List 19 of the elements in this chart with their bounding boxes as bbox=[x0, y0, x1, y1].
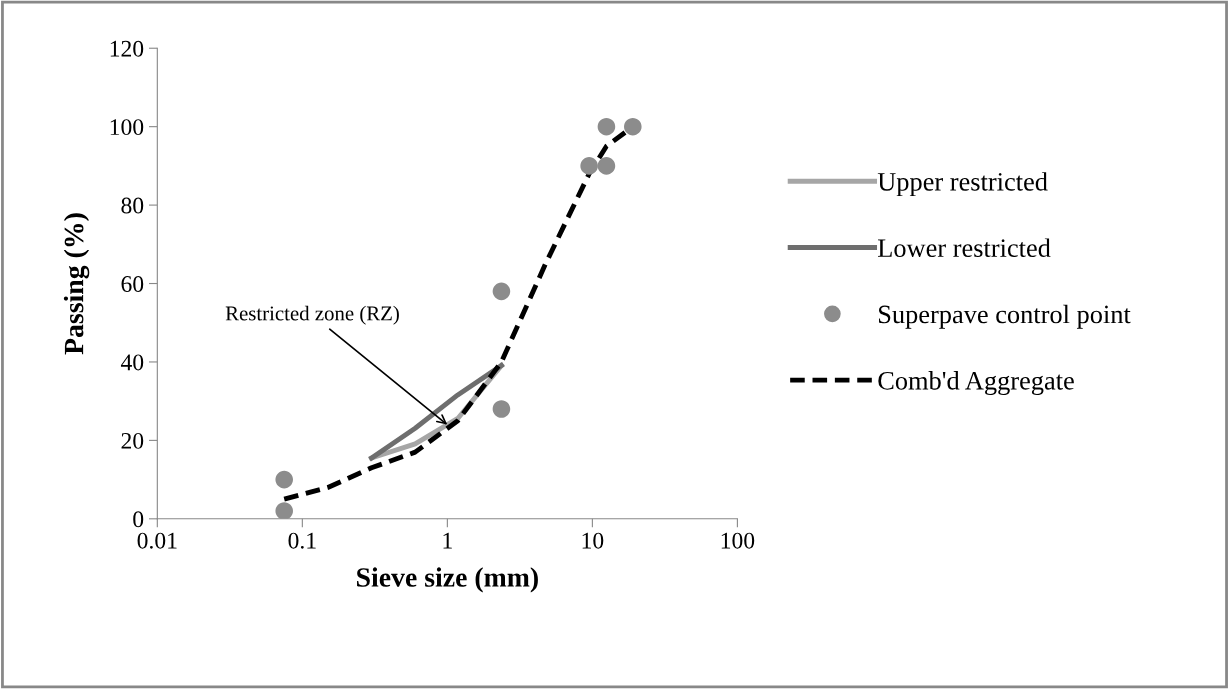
y-tick-label: 60 bbox=[121, 276, 144, 292]
x-tick-label: 0.01 bbox=[137, 532, 177, 549]
y-axis-title: Passing (%) bbox=[63, 213, 90, 355]
legend-label: Upper restricted bbox=[877, 172, 1048, 197]
legend-label: Superpave control point bbox=[879, 304, 1131, 329]
legend-label: Comb'd Aggregate bbox=[878, 371, 1074, 396]
y-tick-label: 40 bbox=[120, 354, 144, 371]
x-tick-label: 100 bbox=[721, 532, 755, 549]
y-tick-label: 120 bbox=[110, 40, 144, 57]
y-tick-label: 20 bbox=[121, 432, 144, 449]
x-tick-label: 10 bbox=[582, 532, 604, 549]
x-tick-label: 0.1 bbox=[288, 532, 316, 549]
legend-label: Lower restricted bbox=[878, 238, 1051, 258]
y-tick-label: 0 bbox=[133, 511, 144, 528]
x-axis-title: Sieve size (mm) bbox=[357, 567, 538, 593]
y-tick-label: 80 bbox=[121, 197, 144, 214]
x-tick-label: 1 bbox=[443, 532, 452, 549]
y-tick-label: 100 bbox=[110, 119, 144, 136]
annotation: Restricted zone (RZ) bbox=[225, 305, 399, 325]
